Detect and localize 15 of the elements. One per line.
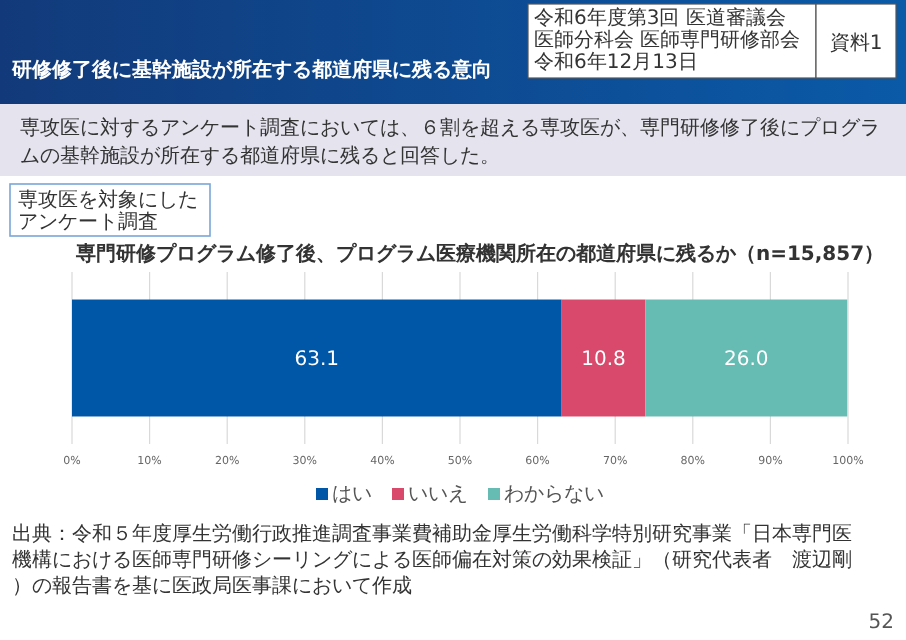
survey-tag: 専攻医を対象にしたアンケート調査 xyxy=(9,183,211,237)
data-label: 10.8 xyxy=(581,349,626,371)
data-label: 63.1 xyxy=(294,349,340,371)
source-note: 出典：令和５年度厚生労働行政推進調査事業費補助金厚生労働科学特別研究事業「日本専門医機構における医師専門研修シーリングによる医師偏在対策の効果検証」（研究代表者 渡辺剛）の報告書を基に医政局医事課において作成 xyxy=(12,522,852,598)
data-label: 26.0 xyxy=(724,349,769,371)
legend-label: はい xyxy=(332,484,372,506)
bar xyxy=(561,299,646,417)
text: 専攻医に対するアンケート調査においては、６割を超える専攻医が、専門研修修了後にプログラムの基幹施設が所在する都道府県に残ると回答した。 xyxy=(20,116,880,168)
text: 52 xyxy=(868,612,894,634)
legend-label: わからない xyxy=(504,484,604,506)
legend-label: いいえ xyxy=(408,484,468,506)
bar xyxy=(72,299,562,417)
chart-title: 専門研修プログラム修了後、プログラム医療機関所在の都道府県に残るか（n=15,857） xyxy=(73,242,885,266)
header: 研修修了後に基幹施設が所在する都道府県に残る意向 xyxy=(12,60,492,82)
bar xyxy=(645,299,848,417)
